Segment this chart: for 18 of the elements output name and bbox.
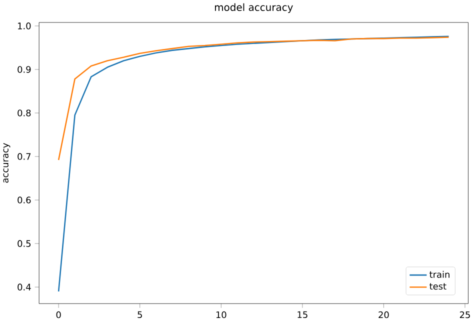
y-tick-label: 0.5 (18, 240, 31, 247)
y-tick-label: 0.8 (18, 109, 31, 116)
y-tick-label: 0.7 (18, 152, 31, 160)
y-axis-title: accuracy (3, 142, 10, 182)
legend-label: train (430, 270, 450, 278)
x-tick-label: 10 (216, 311, 226, 318)
y-tick-label: 0.4 (18, 283, 31, 290)
chart-title: model accuracy (214, 3, 293, 13)
y-tick-label: 0.9 (18, 66, 31, 73)
x-tick-label: 20 (378, 311, 389, 318)
x-tick-label: 15 (298, 311, 308, 318)
x-tick-label: 0 (56, 311, 61, 318)
y-tick-label: 0.6 (18, 196, 31, 204)
line-series (58, 36, 450, 160)
y-tick-label: 1.0 (18, 22, 31, 30)
x-tick-label: 5 (138, 311, 142, 318)
legend-label: test (430, 282, 446, 290)
x-tick-label: 25 (460, 311, 470, 318)
